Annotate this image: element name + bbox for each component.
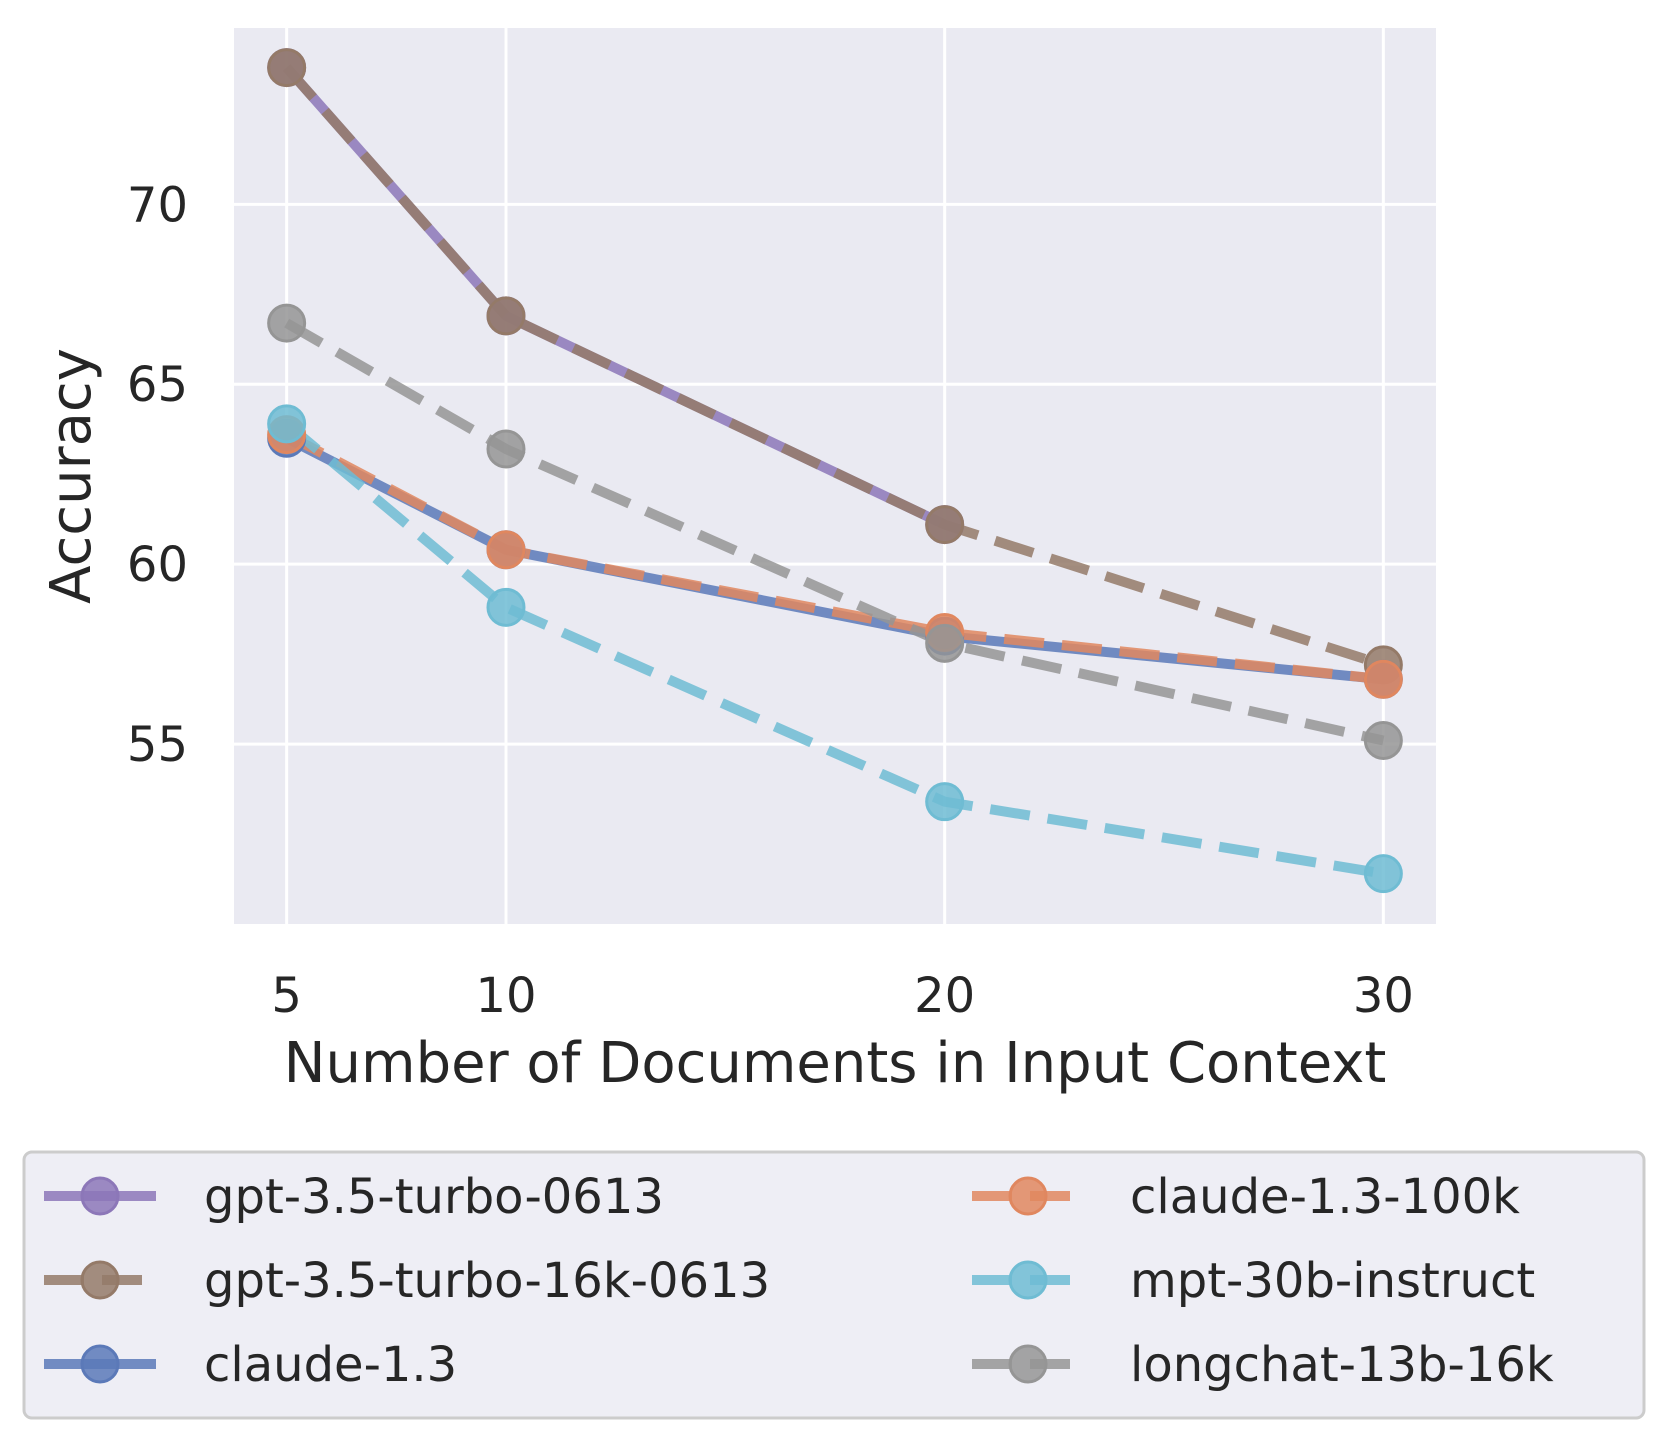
legend-label-5: longchat-13b-16k xyxy=(1130,1337,1554,1393)
data-point xyxy=(486,530,526,570)
x-tick-label: 20 xyxy=(914,968,975,1024)
data-point xyxy=(267,303,307,343)
legend-label-0: gpt-3.5-turbo-0613 xyxy=(204,1169,664,1225)
legend-label-4: mpt-30b-instruct xyxy=(1130,1253,1535,1309)
legend-label-1: gpt-3.5-turbo-16k-0613 xyxy=(204,1253,770,1309)
series-markers xyxy=(267,48,1403,894)
legend-label-2: claude-1.3 xyxy=(204,1337,457,1393)
x-tick-label: 30 xyxy=(1353,968,1414,1024)
data-point xyxy=(1363,720,1403,760)
grid-lines xyxy=(234,28,1436,924)
data-point xyxy=(1363,854,1403,894)
data-point xyxy=(925,505,965,545)
legend-marker-3 xyxy=(1008,1176,1048,1216)
legend-marker-2 xyxy=(80,1344,120,1384)
series-line-1 xyxy=(282,64,1385,670)
y-tick-label: 70 xyxy=(127,177,188,233)
legend-marker-1 xyxy=(80,1260,120,1300)
data-point xyxy=(267,48,307,88)
series-line-4 xyxy=(283,419,1385,879)
series-line-3 xyxy=(284,430,1384,685)
data-point xyxy=(1363,659,1403,699)
data-point xyxy=(925,623,965,663)
y-tick-label: 65 xyxy=(127,357,188,413)
legend: gpt-3.5-turbo-0613 gpt-3.5-turbo-16k-0613… xyxy=(22,1150,1646,1420)
data-point xyxy=(267,404,307,444)
x-tick-label: 5 xyxy=(271,968,302,1024)
legend-box xyxy=(22,1150,1646,1420)
legend-label-3: claude-1.3-100k xyxy=(1130,1169,1520,1225)
legend-marker-4 xyxy=(1008,1260,1048,1300)
y-tick-labels: 55 60 65 70 xyxy=(127,177,188,773)
legend-marker-5 xyxy=(1008,1344,1048,1384)
y-axis-title: Accuracy xyxy=(39,348,104,604)
legend-marker-0 xyxy=(80,1176,120,1216)
x-axis-title: Number of Documents in Input Context xyxy=(284,1031,1387,1096)
data-point xyxy=(925,782,965,822)
x-tick-labels: 5 10 20 30 xyxy=(271,968,1414,1024)
y-tick-label: 55 xyxy=(127,717,188,773)
series-lines xyxy=(282,64,1385,879)
data-point xyxy=(486,296,526,336)
data-point xyxy=(486,587,526,627)
series-line-5 xyxy=(284,318,1385,746)
data-point xyxy=(486,429,526,469)
x-tick-label: 10 xyxy=(475,968,536,1024)
y-tick-label: 60 xyxy=(127,537,188,593)
